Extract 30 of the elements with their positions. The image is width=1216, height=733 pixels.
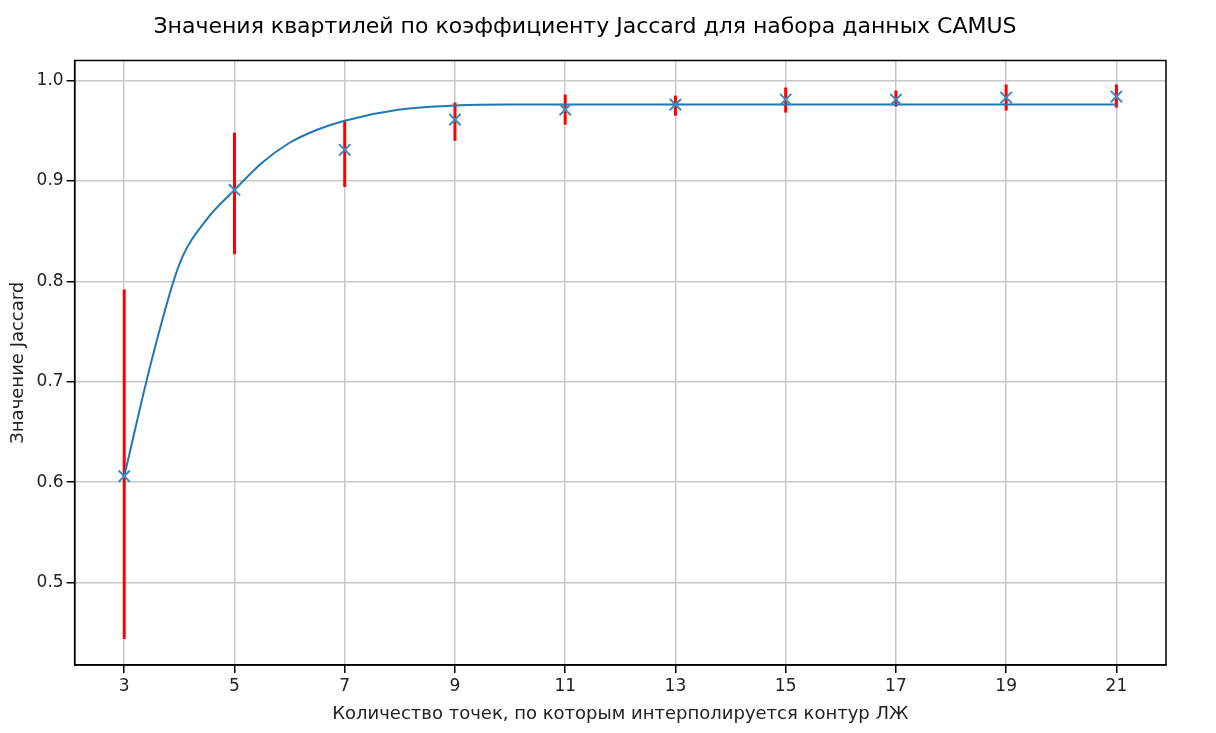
y-tick-label: 0.6 bbox=[36, 470, 64, 491]
point bbox=[889, 92, 903, 107]
point bbox=[668, 97, 683, 112]
x-tick-label: 11 bbox=[554, 674, 577, 695]
y-tick-label: 0.9 bbox=[36, 169, 64, 190]
chart-title: Значения квартилей по коэффициенту Jaccard для набора данных CAMUS bbox=[153, 12, 1017, 38]
point bbox=[999, 90, 1013, 105]
point bbox=[117, 469, 131, 483]
y-tick-label: 0.5 bbox=[36, 571, 64, 592]
x-tick-label: 9 bbox=[449, 674, 461, 695]
line-series bbox=[123, 103, 1118, 478]
y-axis-title: Значение Jaccard bbox=[6, 281, 28, 444]
point bbox=[227, 183, 242, 197]
x-tick-label: 7 bbox=[339, 674, 351, 695]
point bbox=[558, 102, 572, 117]
x-axis-title: Количество точек, по которым интерполируется контур ЛЖ bbox=[332, 701, 909, 723]
y-tick-label: 1.0 bbox=[36, 68, 64, 89]
x-tick-label: 5 bbox=[229, 674, 240, 695]
x-tick-label: 13 bbox=[664, 674, 687, 695]
point bbox=[1109, 89, 1124, 104]
point bbox=[338, 143, 352, 157]
point bbox=[448, 113, 462, 127]
x-tick-label: 17 bbox=[885, 674, 907, 695]
x-tick-label: 15 bbox=[774, 674, 797, 695]
y-tick-label: 0.8 bbox=[36, 269, 64, 290]
x-tick-label: 3 bbox=[118, 674, 130, 695]
x-tick-label: 19 bbox=[995, 674, 1017, 695]
point bbox=[779, 92, 793, 107]
y-tick-label: 0.7 bbox=[36, 370, 64, 391]
x-tick-label: 21 bbox=[1105, 674, 1128, 695]
